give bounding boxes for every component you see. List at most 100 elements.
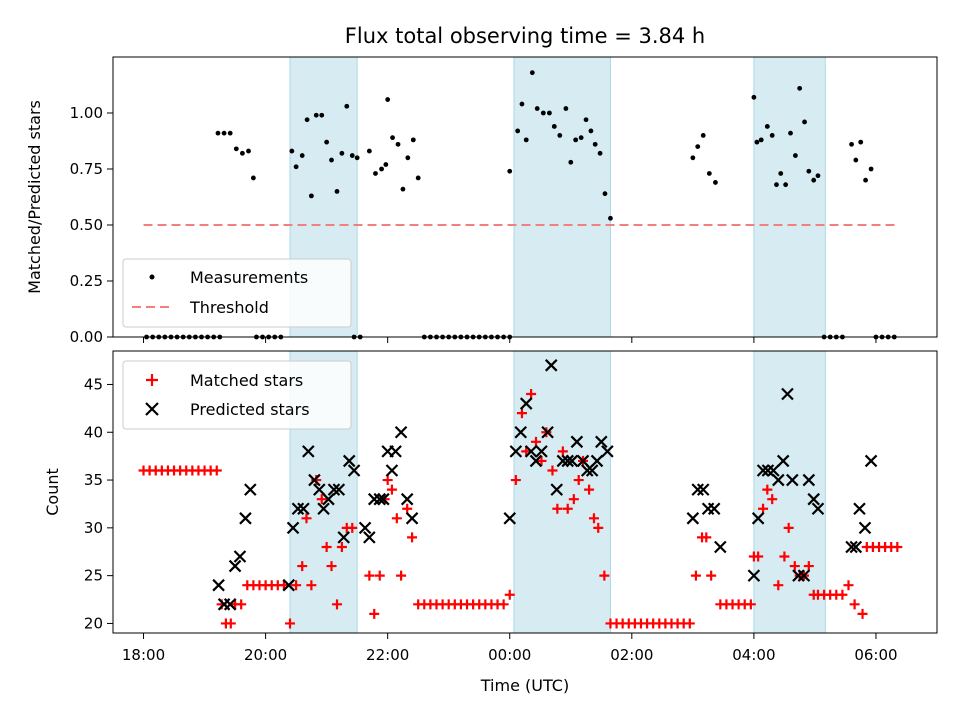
matched-star-point (516, 408, 527, 419)
measurement-point (344, 103, 350, 109)
measurement-point (557, 133, 563, 138)
matched-star-point (789, 561, 800, 572)
measurement-point (334, 189, 340, 194)
matched-star-point (396, 570, 407, 581)
measurement-point (308, 193, 314, 199)
bottom-y-tick-label: 20 (84, 614, 103, 632)
predicted-star-point (302, 445, 315, 458)
predicted-star-point (544, 359, 558, 372)
bottom-y-tick-label: 45 (84, 375, 103, 393)
measurement-point (588, 128, 594, 134)
predicted-star-point (853, 502, 866, 516)
predicted-star-point (570, 435, 584, 449)
predicted-star-point (772, 473, 785, 487)
measurement-point (713, 180, 718, 185)
matched-star-point (301, 513, 312, 524)
matched-star-point (364, 570, 375, 581)
predicted-star-point (565, 454, 579, 468)
measurement-point (523, 137, 529, 143)
matched-star-point (297, 561, 308, 572)
matched-star-point (593, 522, 604, 533)
predicted-star-point (864, 454, 878, 468)
matched-star-point (530, 436, 541, 447)
measurement-point (215, 130, 221, 136)
predicted-star-point (363, 531, 376, 544)
predicted-star-point (400, 492, 414, 506)
legend-threshold-label: Threshold (189, 298, 269, 317)
matched-star-point (684, 618, 695, 629)
measurement-point (289, 148, 295, 154)
legend-measurements-label: Measurements (190, 268, 308, 287)
measurement-point (811, 177, 817, 183)
matched-star-point (783, 522, 794, 533)
matched-star-point (706, 570, 717, 581)
measurement-point (769, 133, 775, 138)
measurement-point (797, 85, 803, 91)
predicted-star-point (347, 464, 361, 477)
predicted-star-point (394, 425, 408, 439)
measurement-point (551, 124, 557, 129)
measurement-point (858, 139, 864, 145)
top-legend-box (122, 258, 352, 328)
legend-predicted-label: Predicted stars (190, 400, 310, 419)
measurement-point (299, 153, 305, 158)
top-y-ticks: 0.00 0.25 0.50 0.75 1.00 (70, 104, 113, 346)
bottom-shaded-intervals (289, 350, 826, 634)
legend-matched-label: Matched stars (190, 371, 303, 390)
measurement-point (379, 166, 384, 172)
matched-star-point (402, 503, 413, 514)
predicted-star-point (686, 512, 700, 525)
predicted-star-point (714, 540, 727, 554)
matched-star-point (745, 599, 756, 610)
measurement-point (233, 146, 239, 152)
predicted-star-point (802, 473, 816, 487)
bottom-x-tick-label: 06:00 (854, 646, 897, 664)
measurement-point (578, 135, 584, 141)
bottom-y-tick-label: 25 (84, 567, 103, 585)
measurement-point (695, 144, 701, 150)
predicted-star-point (590, 454, 604, 468)
predicted-star-point (601, 445, 614, 458)
matched-star-point (291, 580, 302, 591)
predicted-stars-series (212, 359, 878, 611)
measurement-point (324, 139, 330, 145)
measurement-point (515, 128, 521, 134)
predicted-star-point (405, 512, 419, 525)
predicted-star-point (761, 464, 775, 477)
predicted-star-point (233, 550, 247, 563)
measurement-point (792, 153, 798, 158)
measurement-point (802, 119, 807, 125)
predicted-star-point (776, 454, 790, 468)
measurement-point (764, 124, 770, 129)
measurement-point (758, 137, 764, 143)
measurement-point (602, 191, 608, 197)
predicted-star-point (756, 464, 770, 477)
predicted-star-point (792, 569, 805, 582)
predicted-star-point (524, 445, 538, 458)
matched-stars-series (138, 389, 903, 629)
bottom-x-tick-label: 22:00 (366, 646, 409, 664)
predicted-star-point (322, 492, 335, 506)
matched-star-point (526, 389, 537, 400)
measurement-point (573, 137, 579, 143)
measurement-point (354, 155, 360, 161)
matched-star-point (498, 599, 509, 610)
predicted-star-point (239, 512, 252, 525)
measurement-point (373, 171, 378, 176)
bottom-legend-box (122, 360, 352, 430)
predicted-star-point (751, 512, 765, 525)
predicted-star-point (535, 445, 548, 458)
matched-star-point (321, 541, 332, 552)
matched-star-point (892, 541, 903, 552)
predicted-star-point (509, 445, 523, 458)
predicted-star-point (595, 435, 608, 449)
predicted-star-point (373, 492, 387, 506)
legend-matched-marker (146, 374, 158, 386)
predicted-star-point (585, 464, 599, 477)
predicted-star-point (514, 425, 528, 439)
top-shaded-interval (753, 56, 826, 338)
predicted-star-point (691, 483, 705, 496)
matched-star-point (285, 618, 296, 629)
predicted-star-point (317, 502, 330, 516)
top-legend: Measurements Threshold (122, 258, 352, 328)
